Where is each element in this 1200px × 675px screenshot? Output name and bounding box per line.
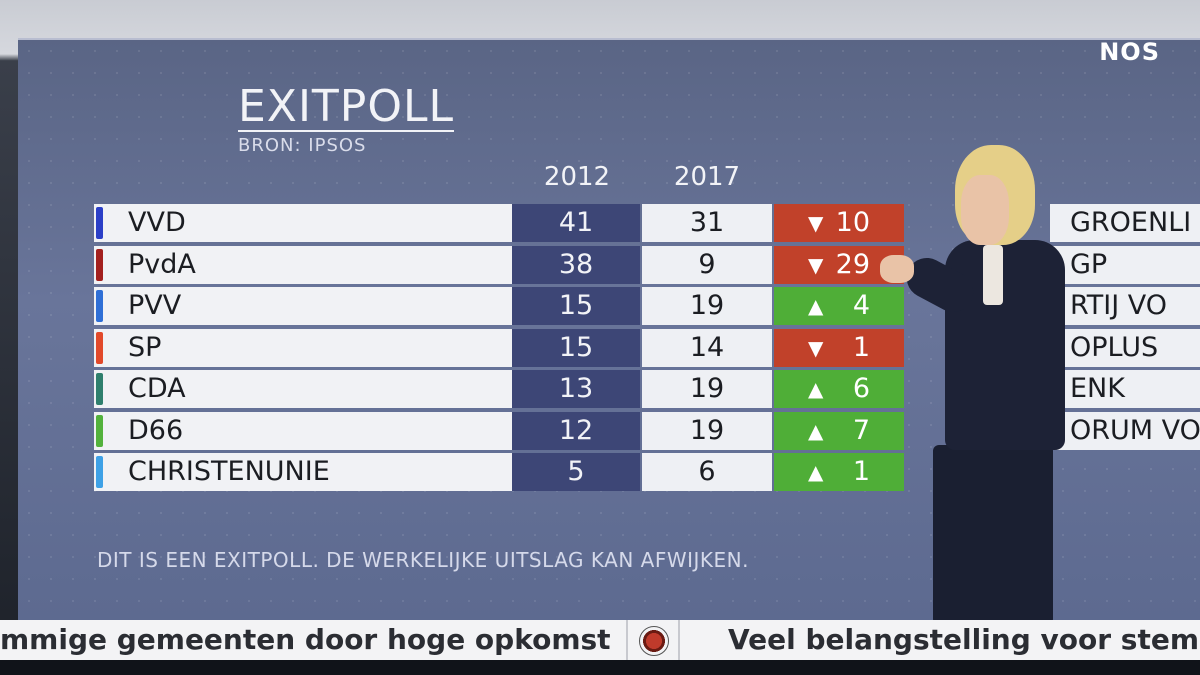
seats-2017: 14	[642, 328, 772, 367]
seats-2012: 5	[512, 453, 640, 491]
party-name-cell: CDA	[94, 370, 512, 408]
exitpoll-title: EXITPOLL	[238, 81, 454, 132]
seat-change-value: 1	[852, 456, 870, 487]
seats-2012: 15	[512, 287, 640, 325]
seat-change-value: 10	[835, 207, 870, 238]
party-name: PvdA	[128, 248, 196, 280]
year-2012-header: 2012	[543, 162, 611, 192]
arrow-down-icon: ▼	[808, 335, 824, 360]
right-party-name: ENK	[1050, 370, 1200, 408]
arrow-up-icon: ▲	[808, 294, 824, 318]
seats-2017: 31	[642, 204, 772, 242]
news-ticker: mmige gemeenten door hoge opkomst Veel b…	[0, 620, 1200, 660]
party-name: CDA	[128, 373, 186, 404]
ticker-divider	[678, 620, 680, 660]
seats-2012: 38	[512, 245, 640, 284]
arrow-up-icon: ▲	[808, 418, 824, 443]
seat-change-value: 1	[852, 331, 870, 363]
seat-change-value: 6	[852, 373, 870, 404]
seats-2017: 6	[642, 453, 772, 491]
right-party-name: GROENLI	[1050, 204, 1200, 242]
party-name: D66	[128, 414, 184, 446]
seat-change-value: 7	[852, 414, 870, 446]
presenter	[880, 145, 1095, 625]
seat-change: ▲ 7	[774, 411, 904, 450]
presenter-hand	[880, 255, 914, 283]
seats-2012: 13	[512, 370, 640, 408]
seat-change-value: 4	[852, 290, 870, 321]
arrow-up-icon: ▲	[808, 377, 824, 401]
party-name: PVV	[128, 290, 182, 321]
seat-change: ▲ 6	[774, 370, 904, 408]
seats-2012: 41	[512, 204, 640, 242]
ticker-text-left: mmige gemeenten door hoge opkomst	[0, 623, 611, 656]
seats-2017: 19	[642, 287, 772, 325]
right-party-name: ORUM VO	[1050, 411, 1200, 450]
party-color-swatch	[96, 414, 103, 447]
nos-logo: NOS	[1099, 38, 1160, 66]
presenter-legs	[933, 445, 1053, 625]
ticker-logo-icon	[639, 626, 669, 656]
presenter-face	[961, 175, 1009, 245]
arrow-down-icon: ▼	[808, 252, 824, 277]
party-color-swatch	[96, 331, 103, 364]
ticker-text-right: Veel belangstelling voor stembu	[728, 623, 1200, 656]
nos-logo-text: NOS	[1099, 38, 1160, 66]
party-name: CHRISTENUNIE	[128, 456, 330, 487]
disclaimer-footnote: DIT IS EEN EXITPOLL. DE WERKELIJKE UITSL…	[97, 548, 750, 572]
right-party-name: GP	[1050, 245, 1200, 284]
ticker-divider	[626, 620, 628, 660]
source-label: BRON: IPSOS	[238, 135, 367, 156]
party-color-swatch	[96, 456, 103, 488]
seat-change: ▼ 10	[774, 204, 904, 242]
seat-change: ▲ 4	[774, 287, 904, 325]
right-party-name: OPLUS	[1050, 328, 1200, 367]
party-name-cell: CHRISTENUNIE	[94, 453, 512, 491]
party-name-cell: SP	[94, 328, 512, 367]
party-name-cell: PVV	[94, 287, 512, 325]
presenter-shirt	[983, 245, 1003, 305]
bottom-bar	[0, 660, 1200, 675]
arrow-down-icon: ▼	[808, 211, 824, 235]
party-name: VVD	[128, 207, 186, 238]
party-color-swatch	[96, 290, 103, 322]
presenter-jacket	[945, 240, 1065, 450]
party-name-cell: D66	[94, 411, 512, 450]
party-name-cell: PvdA	[94, 245, 512, 284]
seats-2017: 9	[642, 245, 772, 284]
seat-change: ▲ 1	[774, 453, 904, 491]
seat-change: ▼ 1	[774, 328, 904, 367]
party-color-swatch	[96, 248, 103, 281]
seats-2017: 19	[642, 370, 772, 408]
year-2017-header: 2017	[673, 162, 741, 192]
seats-2012: 12	[512, 411, 640, 450]
right-party-name: RTIJ VO	[1050, 287, 1200, 325]
seats-2017: 19	[642, 411, 772, 450]
seats-2012: 15	[512, 328, 640, 367]
party-name-cell: VVD	[94, 204, 512, 242]
party-name: SP	[128, 331, 162, 363]
seat-change-value: 29	[835, 248, 870, 280]
party-color-swatch	[96, 207, 103, 239]
party-color-swatch	[96, 373, 103, 405]
arrow-up-icon: ▲	[808, 460, 824, 484]
